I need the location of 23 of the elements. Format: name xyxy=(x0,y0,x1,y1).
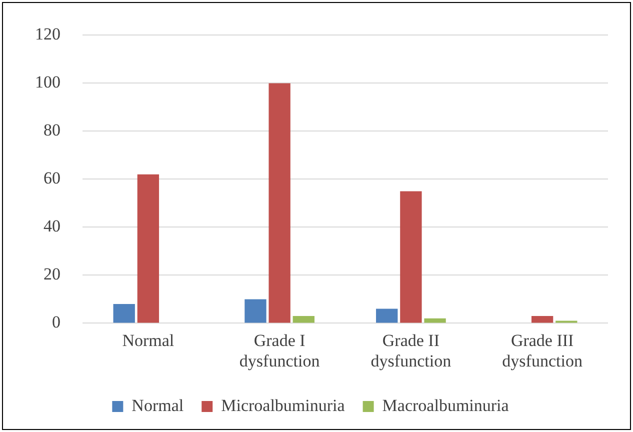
x-tick-label: Grade III dysfunction xyxy=(502,330,583,370)
y-tick-label: 40 xyxy=(44,216,60,236)
y-tick-label: 20 xyxy=(44,264,60,284)
bar xyxy=(424,318,446,323)
bar xyxy=(113,304,135,323)
y-tick-label: 100 xyxy=(35,72,60,92)
bar xyxy=(244,299,266,323)
bar xyxy=(376,308,398,323)
x-tick-label: Grade I dysfunction xyxy=(239,330,320,370)
legend-label: Normal xyxy=(132,396,184,415)
bar xyxy=(268,83,290,323)
y-tick-label: 80 xyxy=(44,120,60,140)
x-tick-label: Normal xyxy=(122,330,174,350)
y-tick-label: 120 xyxy=(35,24,60,44)
legend-label: Microalbuminuria xyxy=(221,396,346,415)
legend-label: Macroalbuminuria xyxy=(382,396,510,415)
bar xyxy=(531,316,554,323)
x-tick-label: Grade II dysfunction xyxy=(370,330,452,370)
y-tick-label: 0 xyxy=(52,312,60,332)
y-tick-label: 60 xyxy=(44,168,60,188)
bar xyxy=(137,174,160,323)
bar xyxy=(400,191,422,323)
bar xyxy=(292,316,314,323)
